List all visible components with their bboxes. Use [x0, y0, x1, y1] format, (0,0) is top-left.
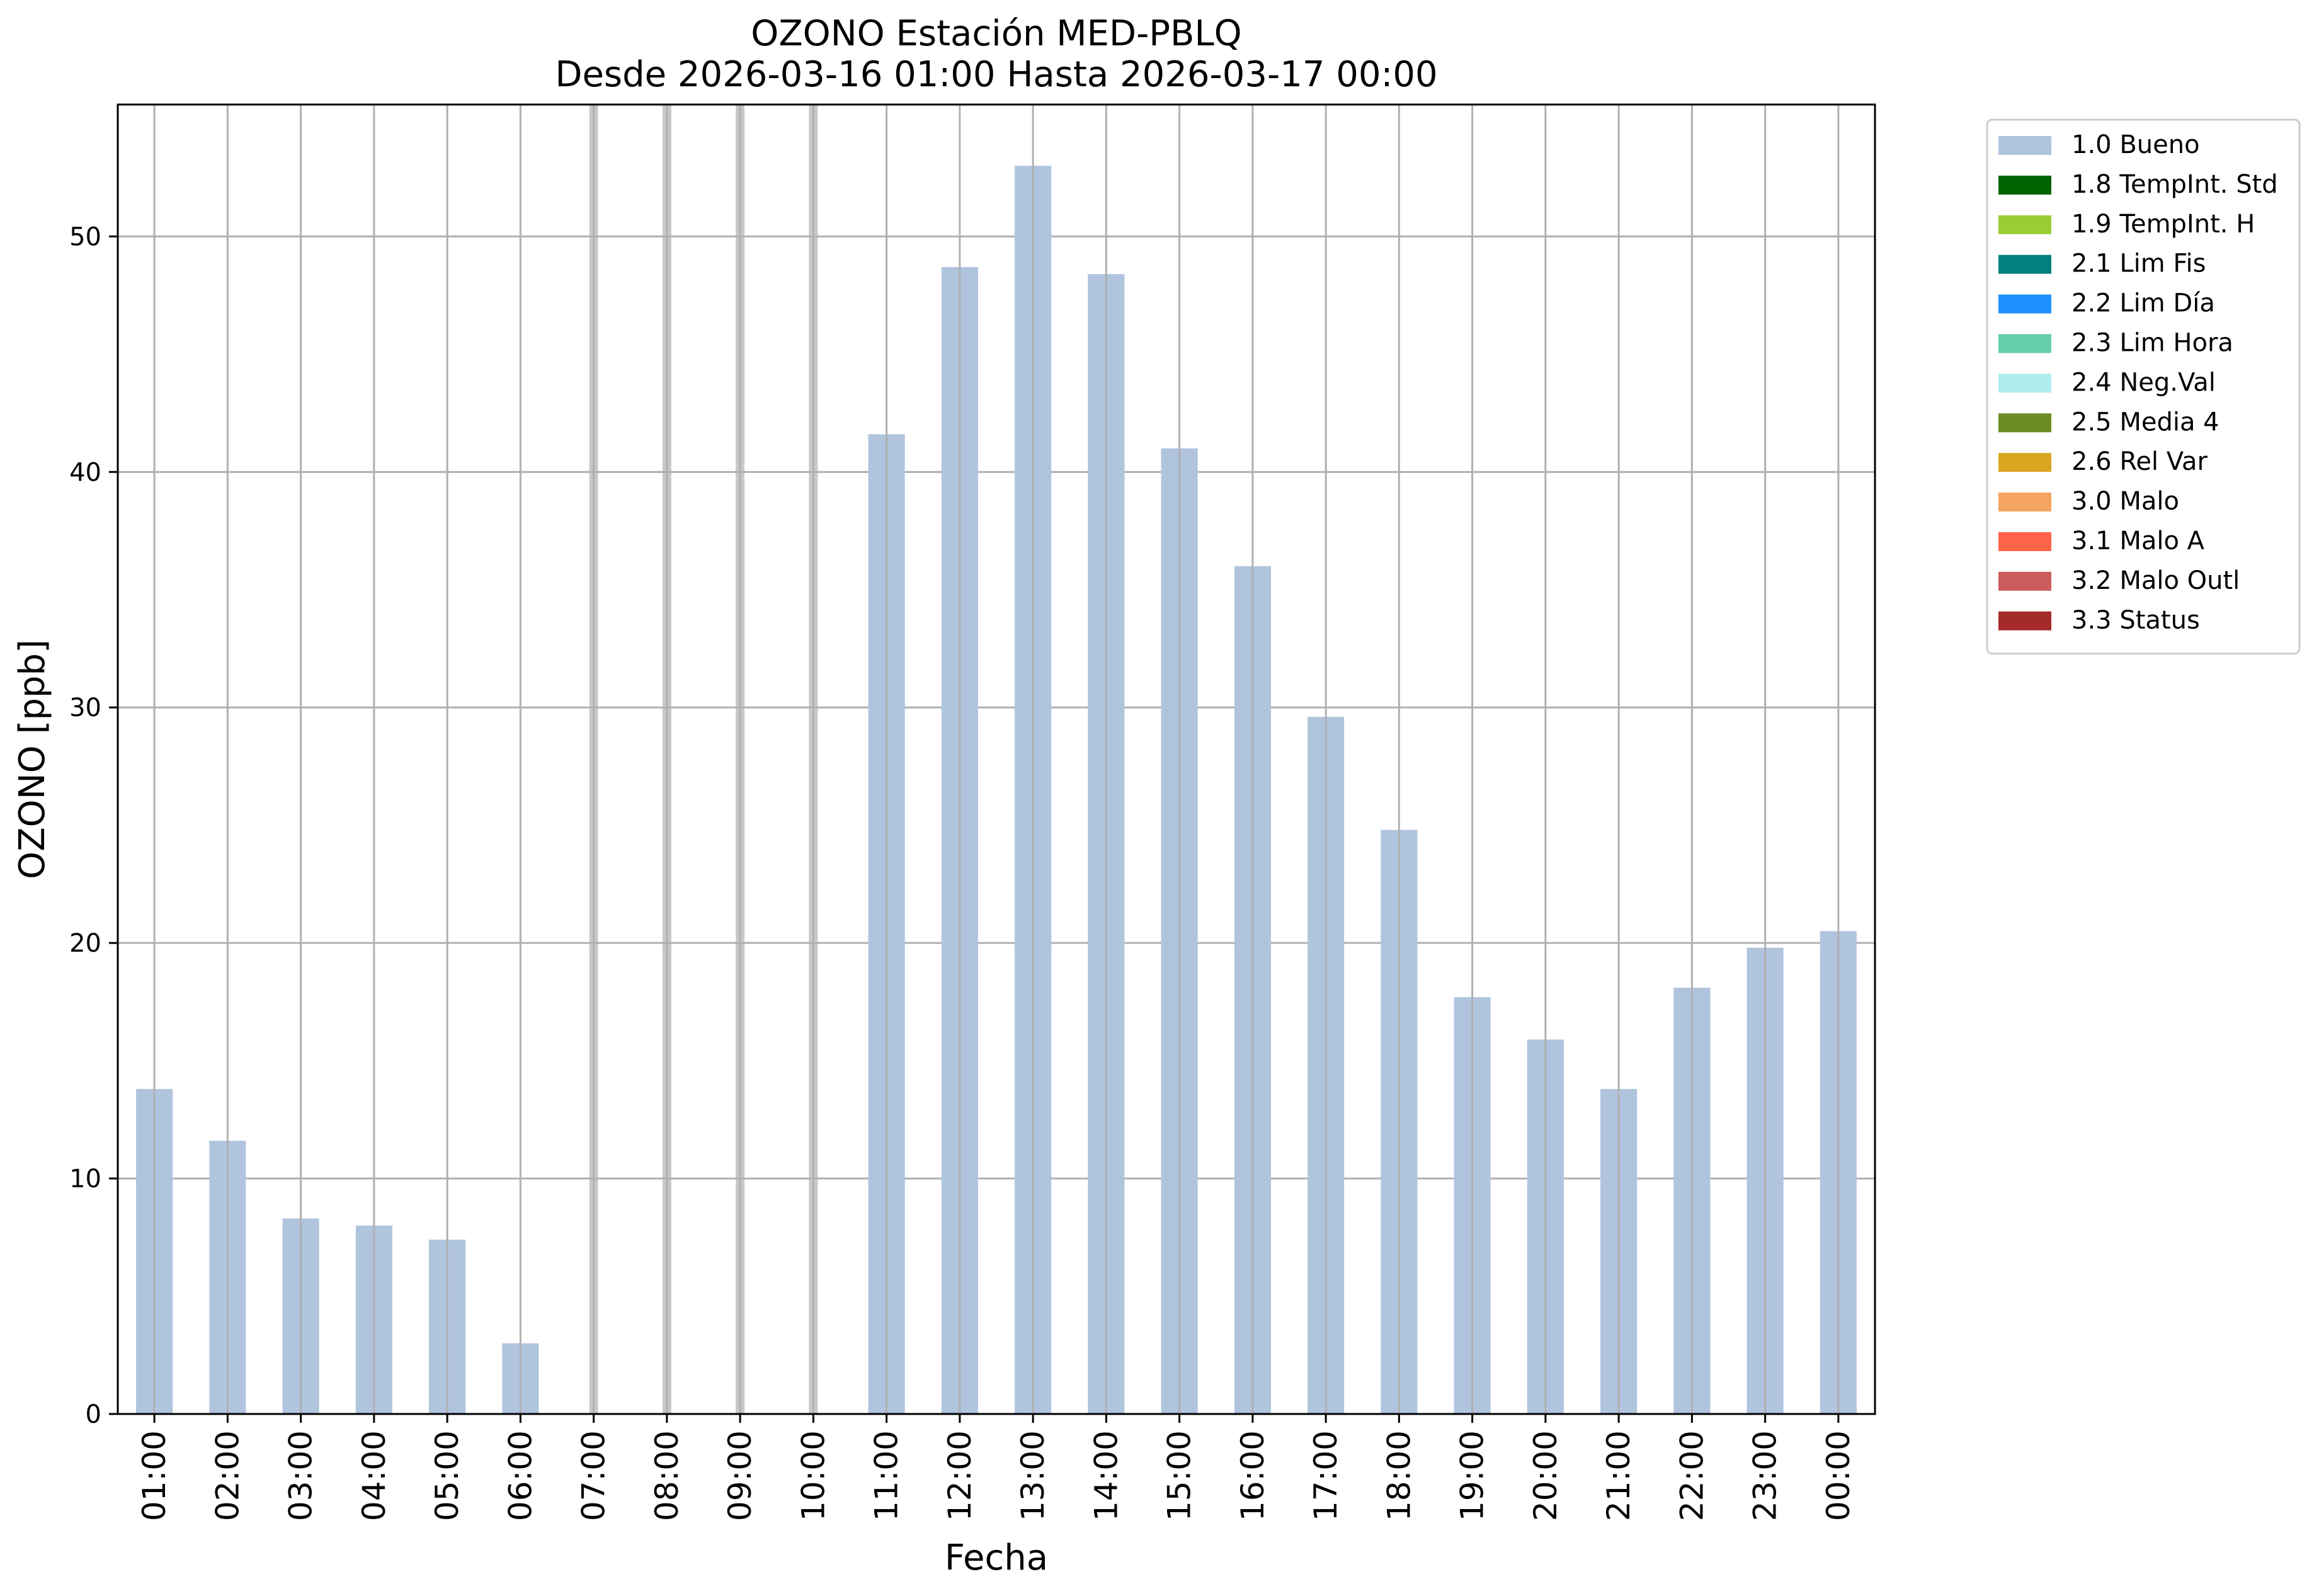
- x-tick-label: 05:00: [429, 1430, 465, 1521]
- x-tick-label: 13:00: [1015, 1430, 1051, 1521]
- legend-swatch: [1998, 136, 2051, 155]
- legend-label: 2.3 Lim Hora: [2071, 329, 2233, 358]
- x-axis-label: Fecha: [945, 1537, 1048, 1578]
- x-tick-label: 08:00: [649, 1430, 685, 1521]
- x-tick-label: 16:00: [1234, 1430, 1271, 1521]
- legend-swatch: [1998, 571, 2051, 591]
- x-tick-label: 12:00: [942, 1430, 978, 1521]
- y-tick-label: 30: [69, 693, 101, 722]
- legend: 1.0 Bueno 1.8 TempInt. Std 1.9 TempInt. H 2…: [1986, 118, 2301, 655]
- legend-label: 3.1 Malo A: [2071, 527, 2205, 556]
- legend-label: 2.2 Lim Día: [2071, 289, 2215, 318]
- y-axis: 0 10 20 30 40 50: [69, 222, 118, 1429]
- x-tick-label: 03:00: [283, 1430, 319, 1521]
- legend-label: 1.9 TempInt. H: [2071, 210, 2255, 239]
- vertical-grid-over-bars: [153, 105, 1840, 1414]
- legend-label: 2.1 Lim Fis: [2071, 249, 2206, 278]
- x-tick-label: 23:00: [1747, 1430, 1784, 1521]
- legend-label: 1.0 Bueno: [2071, 130, 2200, 159]
- legend-label: 2.6 Rel Var: [2071, 447, 2208, 476]
- legend-label: 1.8 TempInt. Std: [2071, 170, 2278, 199]
- legend-label: 3.2 Malo Outl: [2071, 566, 2240, 595]
- y-tick-label: 20: [69, 929, 101, 958]
- x-tick-label: 01:00: [136, 1430, 173, 1521]
- legend-swatch: [1998, 254, 2051, 274]
- y-tick-label: 50: [69, 222, 101, 251]
- x-tick-label: 06:00: [502, 1430, 538, 1521]
- legend-label: 3.3 Status: [2071, 606, 2200, 635]
- x-tick-label: 14:00: [1088, 1430, 1124, 1521]
- x-tick-label: 04:00: [356, 1430, 392, 1521]
- x-tick-label: 00:00: [1820, 1430, 1857, 1521]
- x-tick-label: 20:00: [1527, 1430, 1564, 1521]
- legend-swatch: [1998, 294, 2051, 314]
- x-tick-label: 21:00: [1600, 1430, 1637, 1521]
- y-tick-label: 10: [69, 1165, 101, 1194]
- legend-swatch: [1998, 413, 2051, 433]
- chart-subtitle: Desde 2026-03-16 01:00 Hasta 2026-03-17 …: [555, 54, 1437, 95]
- x-tick-label: 17:00: [1308, 1430, 1344, 1521]
- x-tick-label: 02:00: [209, 1430, 246, 1521]
- x-tick-label: 11:00: [869, 1430, 905, 1521]
- y-axis-label: OZONO [ppb]: [12, 639, 53, 879]
- x-tick-label: 22:00: [1673, 1430, 1710, 1521]
- legend-label: 2.5 Media 4: [2071, 408, 2219, 436]
- x-tick-label: 18:00: [1381, 1430, 1417, 1521]
- x-tick-label: 10:00: [795, 1430, 831, 1521]
- legend-swatch: [1998, 611, 2051, 630]
- plot-area-frame: [117, 103, 1876, 1415]
- x-tick-label: 07:00: [576, 1430, 612, 1521]
- legend-label: 2.4 Neg.Val: [2071, 368, 2216, 397]
- legend-swatch: [1998, 453, 2051, 472]
- y-tick-label: 40: [69, 458, 101, 487]
- legend-swatch: [1998, 334, 2051, 353]
- x-tick-label: 19:00: [1454, 1430, 1491, 1521]
- legend-label: 3.0 Malo: [2071, 487, 2179, 516]
- legend-swatch: [1998, 493, 2051, 512]
- legend-swatch: [1998, 532, 2051, 551]
- chart-title: OZONO Estación MED-PBLQ: [751, 13, 1242, 54]
- legend-swatch: [1998, 215, 2051, 234]
- legend-box: [1986, 118, 2301, 655]
- x-tick-label: 09:00: [722, 1430, 758, 1521]
- x-axis: 01:00 02:00 03:00 04:00 05:00 06:00 07:00 08:00…: [136, 1414, 1857, 1521]
- y-tick-label: 0: [86, 1400, 101, 1429]
- x-tick-label: 15:00: [1161, 1430, 1198, 1521]
- legend-swatch: [1998, 175, 2051, 195]
- legend-swatch: [1998, 373, 2051, 393]
